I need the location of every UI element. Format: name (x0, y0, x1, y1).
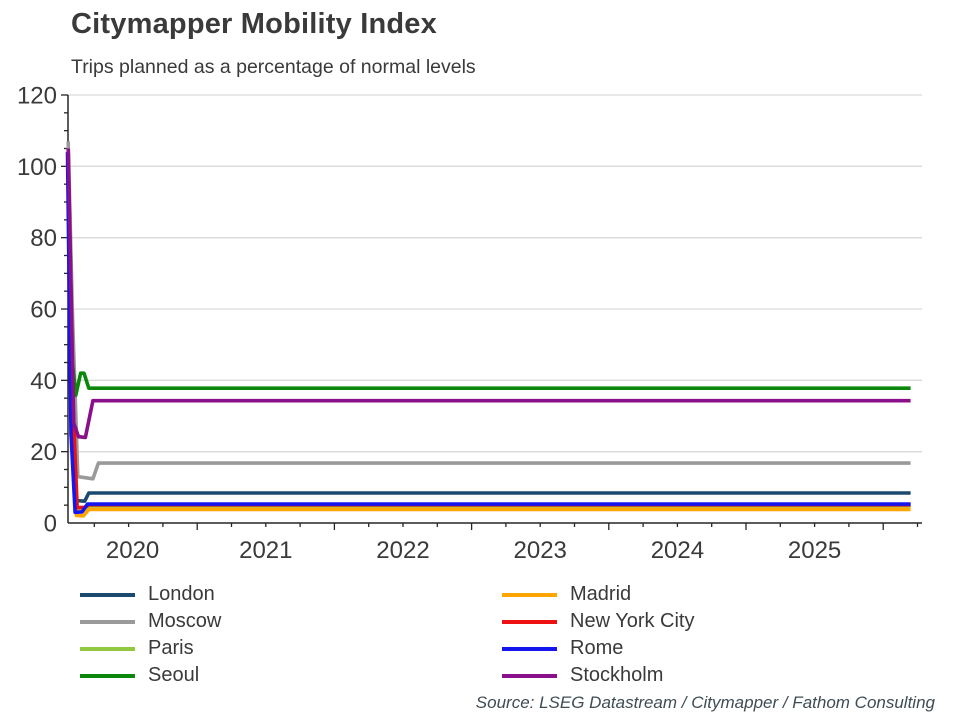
x-tick-label: 2024 (651, 537, 704, 564)
legend-item-seoul: Seoul (80, 662, 500, 689)
legend-swatch-seoul (80, 673, 135, 678)
legend-label-seoul: Seoul (148, 664, 200, 686)
x-tick-label: 2025 (788, 537, 841, 564)
page-title: Citymapper Mobility Index (71, 8, 437, 40)
legend-label-rome: Rome (570, 637, 624, 659)
page-subtitle: Trips planned as a percentage of normal … (71, 56, 476, 78)
series-line-london (66, 152, 911, 504)
series-line-seoul (66, 152, 911, 398)
legend-label-new-york-city: New York City (570, 610, 695, 632)
legend-item-paris: Paris (80, 635, 500, 662)
series-line-paris (66, 152, 911, 514)
legend-swatch-london (80, 592, 135, 597)
legend-swatch-rome (502, 646, 557, 651)
legend-swatch-madrid (502, 592, 557, 597)
legend-column-left: London Moscow Paris Seoul (80, 581, 500, 689)
legend-item-stockholm: Stockholm (502, 662, 922, 689)
legend-item-moscow: Moscow (80, 608, 500, 635)
y-tick-label: 60 (30, 297, 57, 324)
legend-item-madrid: Madrid (502, 581, 922, 608)
y-tick-label: 0 (44, 511, 57, 538)
series-line-new-york-city (66, 152, 911, 510)
series-line-stockholm (66, 148, 911, 440)
legend-item-london: London (80, 581, 500, 608)
y-tick-label: 120 (17, 83, 57, 110)
legend-label-stockholm: Stockholm (570, 664, 664, 686)
y-tick-label: 100 (17, 154, 57, 181)
mobility-index-chart: 0 20 40 60 80 100 120 2020 2021 2022 2023 2024 2025 (17, 83, 922, 564)
legend-swatch-stockholm (502, 673, 557, 678)
y-tick-label: 80 (30, 225, 57, 252)
legend-label-madrid: Madrid (570, 583, 632, 605)
source-attribution: Source: LSEG Datastream / Citymapper / F… (475, 693, 935, 712)
legend-label-paris: Paris (148, 637, 194, 659)
legend-swatch-moscow (80, 619, 135, 624)
legend-label-london: London (148, 583, 215, 605)
x-tick-label: 2023 (514, 537, 567, 564)
legend-item-new-york-city: New York City (502, 608, 922, 635)
x-tick-label: 2020 (106, 537, 159, 564)
series-line-rome (65, 152, 911, 515)
legend-swatch-paris (80, 646, 135, 651)
x-tick-label: 2021 (239, 537, 292, 564)
y-tick-label: 40 (30, 368, 57, 395)
legend-column-right: Madrid New York City Rome Stockholm (502, 581, 922, 689)
x-tick-label: 2022 (376, 537, 429, 564)
legend-item-rome: Rome (502, 635, 922, 662)
series-line-moscow (66, 141, 911, 481)
legend-swatch-new-york-city (502, 619, 557, 624)
legend-label-moscow: Moscow (148, 610, 222, 632)
y-tick-label: 20 (30, 439, 57, 466)
